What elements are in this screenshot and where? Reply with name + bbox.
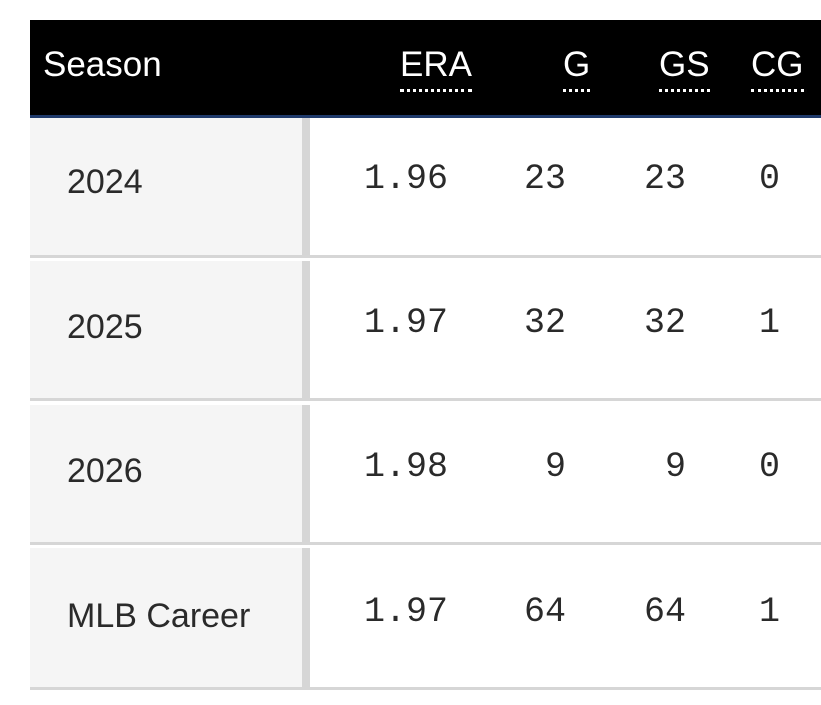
era-value: 1.98: [363, 447, 448, 487]
table-row: 2026 1.98 9 9 0: [30, 405, 821, 545]
season-label: MLB Career: [67, 597, 251, 635]
gs-value: 32: [643, 303, 686, 343]
header-accent-line: [30, 115, 821, 118]
row-divider: [30, 542, 821, 545]
season-label: 2025: [67, 308, 143, 346]
column-header-gs[interactable]: GS: [659, 45, 710, 92]
season-cell: [30, 118, 302, 258]
gs-value: 64: [643, 592, 686, 632]
g-value: 23: [523, 159, 566, 199]
era-value: 1.97: [363, 303, 448, 343]
cg-value: 0: [758, 447, 780, 487]
g-value: 32: [523, 303, 566, 343]
season-cell: [30, 261, 302, 401]
column-divider: [302, 118, 310, 258]
season-cell: [30, 548, 302, 690]
column-divider: [302, 261, 310, 401]
stats-table: Season ERA G GS CG 2024 1.96 23 23 0 202…: [30, 20, 821, 690]
cg-value: 0: [758, 159, 780, 199]
gs-value: 9: [664, 447, 686, 487]
table-header: Season ERA G GS CG: [30, 20, 821, 118]
table-row-career: MLB Career 1.97 64 64 1: [30, 548, 821, 690]
cg-value: 1: [758, 592, 780, 632]
table-row: 2024 1.96 23 23 0: [30, 118, 821, 258]
row-divider: [30, 255, 821, 258]
season-cell: [30, 405, 302, 545]
season-label: 2024: [67, 163, 143, 201]
cg-value: 1: [758, 303, 780, 343]
era-value: 1.96: [363, 159, 448, 199]
table-row: 2025 1.97 32 32 1: [30, 261, 821, 401]
column-divider: [302, 548, 310, 690]
column-header-g[interactable]: G: [563, 45, 591, 92]
row-divider: [30, 398, 821, 401]
season-label: 2026: [67, 452, 143, 490]
column-header-era[interactable]: ERA: [400, 45, 472, 92]
row-divider: [30, 687, 821, 690]
g-value: 64: [523, 592, 566, 632]
gs-value: 23: [643, 159, 686, 199]
column-header-season[interactable]: Season: [43, 45, 162, 84]
era-value: 1.97: [363, 592, 448, 632]
column-divider: [302, 405, 310, 545]
column-header-cg[interactable]: CG: [751, 45, 804, 92]
g-value: 9: [544, 447, 566, 487]
